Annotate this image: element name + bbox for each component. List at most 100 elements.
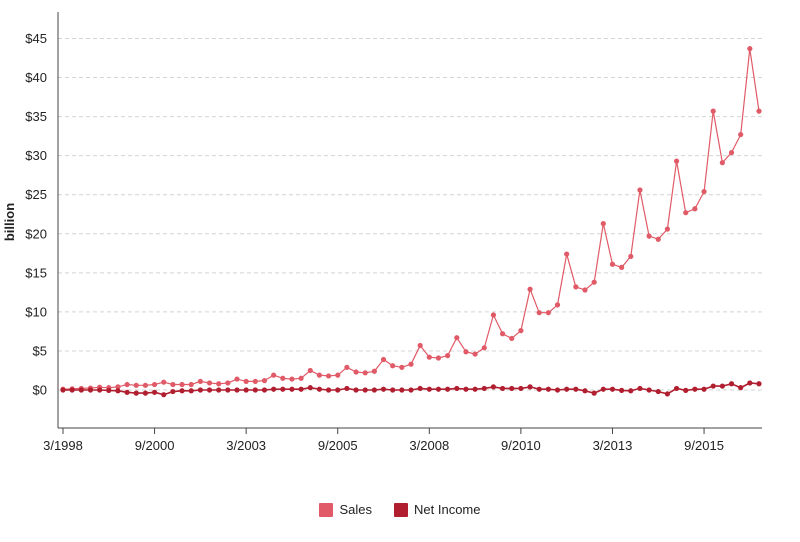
data-point-sales[interactable] bbox=[747, 46, 753, 52]
data-point-sales[interactable] bbox=[692, 206, 698, 212]
data-point-sales[interactable] bbox=[481, 345, 487, 351]
data-point-net-income[interactable] bbox=[637, 385, 643, 392]
data-point-net-income[interactable] bbox=[60, 387, 66, 393]
data-point-sales[interactable] bbox=[628, 253, 634, 260]
data-point-net-income[interactable] bbox=[399, 387, 405, 393]
data-point-sales[interactable] bbox=[151, 381, 158, 388]
data-point-sales[interactable] bbox=[719, 160, 725, 166]
data-point-sales[interactable] bbox=[472, 351, 478, 357]
data-point-sales[interactable] bbox=[335, 372, 341, 378]
data-point-net-income[interactable] bbox=[280, 386, 286, 392]
data-point-net-income[interactable] bbox=[710, 383, 716, 389]
data-point-net-income[interactable] bbox=[518, 385, 524, 392]
data-point-net-income[interactable] bbox=[142, 390, 149, 396]
data-point-sales[interactable] bbox=[564, 251, 570, 257]
data-point-net-income[interactable] bbox=[545, 386, 551, 392]
data-point-net-income[interactable] bbox=[609, 386, 616, 392]
data-point-sales[interactable] bbox=[133, 382, 139, 388]
data-point-net-income[interactable] bbox=[719, 383, 725, 389]
data-point-net-income[interactable] bbox=[509, 385, 515, 392]
data-point-net-income[interactable] bbox=[463, 386, 469, 392]
data-point-sales[interactable] bbox=[518, 328, 524, 334]
data-point-net-income[interactable] bbox=[380, 386, 387, 392]
data-point-net-income[interactable] bbox=[78, 387, 84, 393]
data-point-net-income[interactable] bbox=[554, 387, 561, 393]
data-point-net-income[interactable] bbox=[655, 388, 661, 395]
data-point-net-income[interactable] bbox=[619, 387, 625, 393]
data-point-sales[interactable] bbox=[683, 210, 689, 216]
data-point-net-income[interactable] bbox=[390, 387, 396, 393]
data-point-sales[interactable] bbox=[142, 382, 149, 388]
data-point-net-income[interactable] bbox=[170, 388, 176, 395]
data-point-sales[interactable] bbox=[454, 335, 460, 341]
data-point-sales[interactable] bbox=[408, 361, 414, 367]
data-point-sales[interactable] bbox=[426, 354, 432, 360]
data-point-sales[interactable] bbox=[307, 367, 313, 374]
data-point-net-income[interactable] bbox=[106, 387, 112, 393]
data-point-sales[interactable] bbox=[573, 284, 579, 290]
data-point-net-income[interactable] bbox=[499, 385, 506, 392]
data-point-sales[interactable] bbox=[417, 342, 423, 349]
data-point-sales[interactable] bbox=[280, 375, 286, 381]
data-point-sales[interactable] bbox=[261, 378, 268, 384]
data-point-sales[interactable] bbox=[554, 302, 561, 308]
legend-item-net-income[interactable]: Net Income bbox=[394, 502, 481, 517]
data-point-net-income[interactable] bbox=[151, 389, 158, 395]
data-point-sales[interactable] bbox=[170, 381, 176, 388]
data-point-sales[interactable] bbox=[390, 363, 396, 369]
data-point-net-income[interactable] bbox=[289, 386, 295, 392]
data-point-net-income[interactable] bbox=[435, 386, 442, 392]
data-point-net-income[interactable] bbox=[344, 385, 350, 392]
data-point-sales[interactable] bbox=[234, 376, 240, 382]
data-point-net-income[interactable] bbox=[582, 388, 588, 394]
data-point-net-income[interactable] bbox=[728, 381, 735, 387]
data-point-sales[interactable] bbox=[371, 368, 377, 374]
data-point-net-income[interactable] bbox=[307, 385, 313, 391]
data-point-net-income[interactable] bbox=[573, 386, 579, 392]
data-point-sales[interactable] bbox=[673, 158, 680, 164]
data-point-sales[interactable] bbox=[499, 331, 506, 337]
data-point-sales[interactable] bbox=[728, 149, 735, 156]
data-point-net-income[interactable] bbox=[738, 385, 744, 391]
data-point-net-income[interactable] bbox=[417, 385, 423, 392]
data-point-sales[interactable] bbox=[252, 378, 258, 385]
data-point-sales[interactable] bbox=[701, 188, 707, 195]
data-point-net-income[interactable] bbox=[664, 391, 671, 397]
data-point-net-income[interactable] bbox=[234, 387, 240, 393]
data-point-net-income[interactable] bbox=[353, 387, 359, 393]
data-point-sales[interactable] bbox=[536, 310, 542, 316]
data-point-net-income[interactable] bbox=[673, 385, 680, 392]
data-point-sales[interactable] bbox=[362, 370, 368, 376]
data-point-net-income[interactable] bbox=[600, 386, 606, 392]
data-point-net-income[interactable] bbox=[206, 387, 213, 393]
data-point-sales[interactable] bbox=[206, 380, 213, 386]
data-point-net-income[interactable] bbox=[225, 387, 231, 393]
data-point-sales[interactable] bbox=[527, 286, 533, 292]
data-point-net-income[interactable] bbox=[133, 390, 139, 396]
data-point-net-income[interactable] bbox=[371, 387, 377, 393]
data-point-sales[interactable] bbox=[316, 372, 323, 378]
data-point-sales[interactable] bbox=[435, 355, 442, 361]
data-point-sales[interactable] bbox=[179, 381, 185, 388]
data-point-net-income[interactable] bbox=[243, 387, 249, 393]
data-point-net-income[interactable] bbox=[316, 386, 323, 392]
data-point-net-income[interactable] bbox=[261, 387, 268, 393]
data-point-net-income[interactable] bbox=[335, 387, 341, 393]
data-point-net-income[interactable] bbox=[747, 380, 753, 386]
data-point-sales[interactable] bbox=[124, 381, 130, 388]
data-point-net-income[interactable] bbox=[536, 386, 542, 392]
data-point-net-income[interactable] bbox=[472, 386, 478, 392]
data-point-sales[interactable] bbox=[298, 375, 304, 381]
data-point-sales[interactable] bbox=[582, 287, 588, 293]
data-point-sales[interactable] bbox=[609, 261, 616, 267]
data-point-net-income[interactable] bbox=[216, 387, 222, 393]
data-point-net-income[interactable] bbox=[454, 385, 460, 392]
data-point-sales[interactable] bbox=[637, 187, 643, 193]
data-point-sales[interactable] bbox=[188, 381, 194, 388]
data-point-net-income[interactable] bbox=[325, 387, 332, 393]
data-point-net-income[interactable] bbox=[490, 384, 497, 390]
data-point-net-income[interactable] bbox=[646, 387, 652, 393]
data-point-net-income[interactable] bbox=[252, 387, 258, 393]
data-point-sales[interactable] bbox=[225, 380, 231, 386]
data-point-net-income[interactable] bbox=[115, 388, 121, 394]
